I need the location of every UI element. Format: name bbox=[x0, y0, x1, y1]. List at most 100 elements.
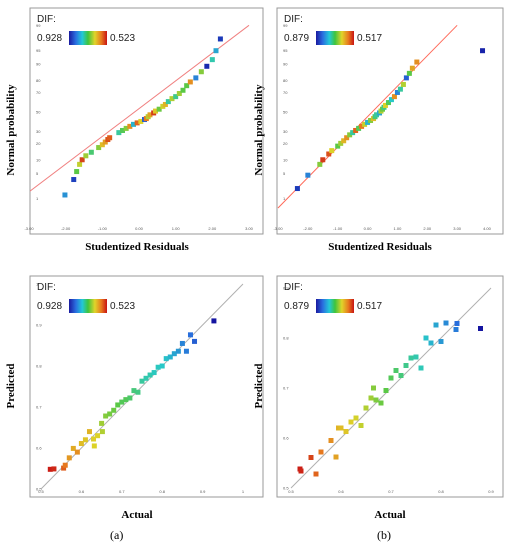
y-tick-label: 99 bbox=[283, 23, 288, 28]
data-point bbox=[74, 449, 80, 455]
data-point bbox=[187, 332, 193, 338]
data-point bbox=[373, 397, 379, 403]
y-tick-label: 10 bbox=[283, 157, 288, 162]
data-point bbox=[368, 395, 374, 401]
x-tick-label: 0.9 bbox=[488, 489, 494, 494]
x-tick-label: 0.9 bbox=[200, 489, 206, 494]
data-point bbox=[329, 148, 335, 154]
data-point bbox=[217, 36, 223, 42]
data-point bbox=[383, 388, 389, 393]
y-tick-label: 70 bbox=[36, 90, 41, 95]
data-point bbox=[135, 389, 141, 395]
data-point bbox=[115, 402, 121, 408]
data-point bbox=[160, 103, 166, 109]
x-tick-label: 2.00 bbox=[208, 226, 217, 231]
y-tick-label: 1 bbox=[36, 196, 39, 201]
data-point bbox=[91, 443, 97, 449]
data-point bbox=[335, 143, 341, 149]
data-point bbox=[338, 425, 344, 431]
y-axis-label: Predicted bbox=[253, 363, 265, 408]
data-point bbox=[403, 75, 409, 81]
pa-plot-a: 0.5 0.6 0.7 0.8 0.9 10.50.60.70.80.91DIF:0.92… bbox=[5, 275, 264, 521]
y-tick-label: 0.8 bbox=[36, 364, 42, 369]
data-point bbox=[400, 81, 406, 87]
legend-colorbar bbox=[316, 299, 354, 313]
y-tick-label: 90 bbox=[36, 62, 41, 67]
data-point bbox=[95, 433, 101, 439]
y-tick-label: 90 bbox=[283, 62, 288, 67]
y-axis-label: Normal probability bbox=[253, 84, 265, 176]
data-point bbox=[213, 48, 219, 54]
x-tick-label: 1 bbox=[242, 489, 245, 494]
y-tick-label: 0.9 bbox=[283, 286, 289, 291]
data-point bbox=[102, 139, 108, 145]
y-tick-label: 0.9 bbox=[36, 323, 42, 328]
x-tick-label: -1.00 bbox=[98, 226, 108, 231]
data-point bbox=[99, 420, 105, 426]
data-point bbox=[428, 340, 434, 346]
caption-b: (b) bbox=[377, 528, 391, 542]
data-point bbox=[478, 326, 483, 331]
data-point bbox=[107, 411, 113, 417]
reference-line bbox=[30, 24, 250, 192]
data-point bbox=[83, 153, 89, 159]
data-point bbox=[378, 400, 384, 406]
legend-colorbar bbox=[69, 299, 107, 313]
data-point bbox=[77, 161, 83, 167]
data-point bbox=[305, 172, 311, 178]
y-tick-label: 99 bbox=[36, 23, 41, 28]
x-tick-label: -2.00 bbox=[61, 226, 71, 231]
data-point bbox=[120, 127, 125, 133]
data-point bbox=[62, 192, 68, 198]
data-point bbox=[365, 119, 371, 125]
data-point bbox=[123, 125, 129, 131]
data-point bbox=[391, 94, 397, 100]
data-point bbox=[341, 138, 347, 144]
data-point bbox=[393, 368, 399, 373]
legend-title: DIF: bbox=[37, 14, 56, 25]
legend-title: DIF: bbox=[37, 282, 56, 293]
data-point bbox=[74, 169, 80, 175]
data-point bbox=[353, 127, 359, 133]
data-point bbox=[382, 102, 388, 108]
y-tick-label: 0.8 bbox=[283, 336, 289, 341]
x-tick-label: 0.8 bbox=[159, 489, 165, 494]
data-point bbox=[138, 118, 144, 124]
y-tick-label: 30 bbox=[283, 129, 288, 134]
data-point bbox=[368, 117, 374, 123]
data-point bbox=[151, 370, 157, 376]
data-point bbox=[61, 465, 67, 471]
data-point bbox=[167, 354, 173, 360]
plot-frame bbox=[276, 275, 504, 498]
data-point bbox=[363, 405, 369, 411]
y-tick-label: 95 bbox=[283, 48, 288, 53]
data-point bbox=[438, 339, 444, 344]
legend-min: 0.928 bbox=[37, 301, 62, 312]
data-point bbox=[350, 130, 356, 136]
data-point bbox=[127, 395, 133, 401]
data-point bbox=[204, 63, 210, 69]
data-point bbox=[362, 121, 368, 127]
y-axis-label: Normal probability bbox=[5, 84, 17, 176]
data-point bbox=[298, 468, 304, 474]
x-tick-label: 0.8 bbox=[438, 489, 444, 494]
data-point bbox=[134, 120, 140, 126]
y-tick-label: 20 bbox=[283, 141, 288, 146]
x-tick-label: 0.5 bbox=[288, 489, 294, 494]
x-axis-label: Actual bbox=[374, 509, 405, 521]
data-point bbox=[408, 355, 414, 361]
x-tick-label: 0.6 bbox=[79, 489, 85, 494]
x-tick-label: 1.00 bbox=[172, 226, 181, 231]
data-point bbox=[162, 101, 168, 107]
data-point bbox=[294, 186, 300, 192]
data-point bbox=[99, 429, 105, 435]
x-axis-label: Studentized Residuals bbox=[85, 241, 189, 253]
data-point bbox=[356, 125, 362, 131]
data-point bbox=[143, 375, 149, 381]
data-point bbox=[107, 135, 113, 141]
data-point bbox=[394, 89, 400, 95]
data-point bbox=[176, 91, 182, 97]
data-point bbox=[348, 419, 354, 425]
data-point bbox=[480, 48, 486, 54]
data-point bbox=[99, 142, 105, 148]
